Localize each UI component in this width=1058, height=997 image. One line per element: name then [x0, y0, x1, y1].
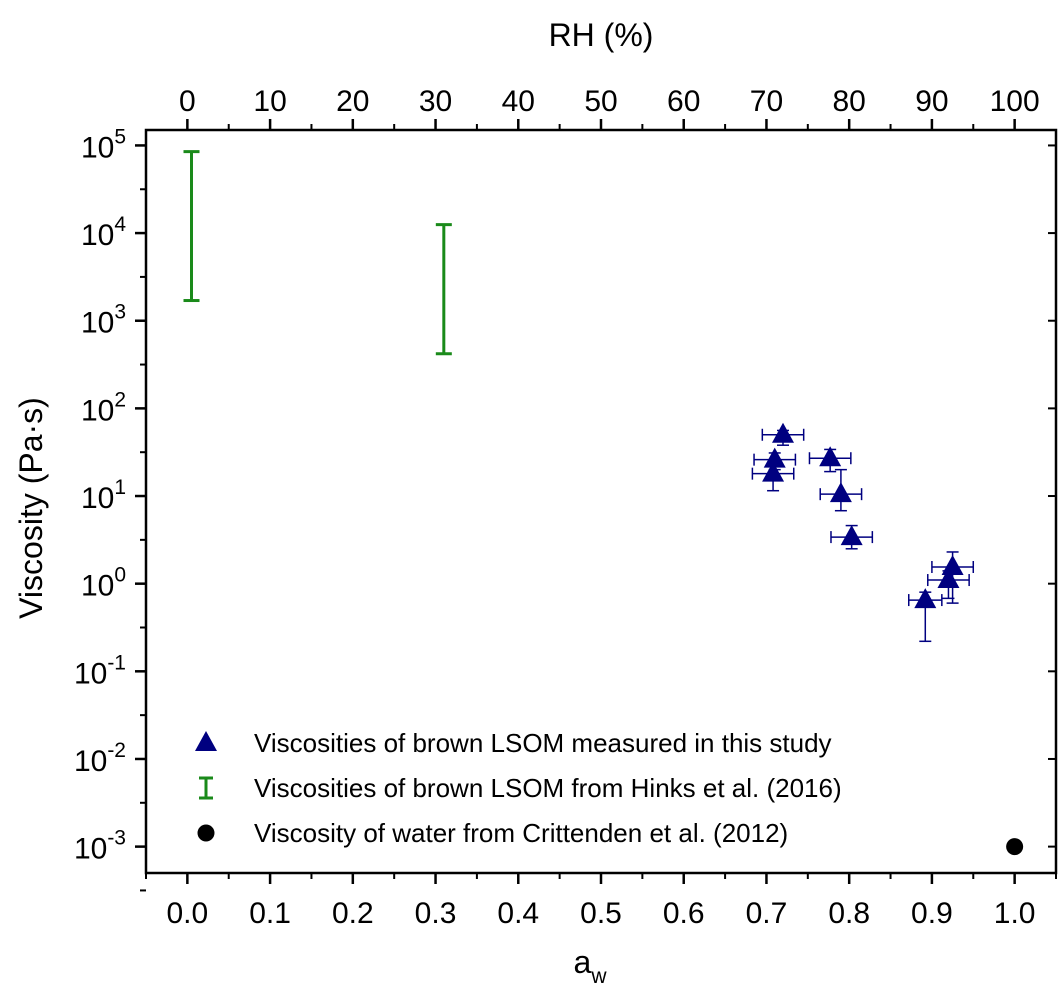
top-axis-title: RH (%) [549, 17, 654, 53]
x2-tick-label: 80 [832, 85, 865, 118]
bottom-axis-title-subscript: w [590, 965, 607, 988]
x2-tick-label: 20 [336, 85, 369, 118]
bottom-axis-title: aw [574, 944, 608, 988]
y-tick-base: 10 [74, 657, 107, 690]
x2-tick-label: 90 [915, 85, 948, 118]
y-tick-base: 10 [74, 745, 107, 778]
x-tick-label: 0.4 [497, 897, 539, 930]
x-tick-label: 0.0 [167, 897, 209, 930]
y-tick-label: 10-2 [74, 739, 126, 778]
water-point [1006, 838, 1024, 856]
x-tick-label: 0.8 [828, 897, 870, 930]
y-tick-label: 103 [81, 301, 126, 340]
legend-label: Viscosities of brown LSOM from Hinks et … [254, 773, 842, 803]
y-tick-label: 10-1 [74, 651, 126, 690]
right-y-axis [1048, 144, 1056, 848]
y-tick-base: 10 [81, 394, 114, 427]
y-tick-label: 101 [81, 476, 126, 515]
y-tick-label: 105 [81, 125, 126, 164]
legend-label: Viscosity of water from Crittenden et al… [254, 818, 788, 848]
y-tick-exponent: -3 [107, 827, 126, 850]
study-point [762, 461, 785, 482]
top-x-axis: 0 10 20 30 40 50 60 70 80 90 100 [179, 85, 1040, 130]
x2-tick-label: 10 [253, 85, 286, 118]
y-tick-base: 10 [81, 482, 114, 515]
x2-tick-label: 70 [750, 85, 783, 118]
x-tick-label: 0.2 [332, 897, 374, 930]
x2-tick-label: 60 [667, 85, 700, 118]
plot-frame [144, 128, 1058, 875]
y-tick-exponent: 1 [114, 476, 126, 499]
x-tick-label: 0.9 [911, 897, 953, 930]
x2-tick-label: 100 [990, 85, 1040, 118]
y-tick-label: 100 [81, 564, 126, 603]
y-tick-exponent: 3 [114, 301, 126, 324]
legend-label: Viscosities of brown LSOM measured in th… [254, 728, 832, 758]
y-tick-base: 10 [81, 570, 114, 603]
y-tick-base: 10 [81, 131, 114, 164]
y-tick-base: 10 [81, 307, 114, 340]
x-tick-label: 0.6 [663, 897, 705, 930]
study-point [819, 446, 842, 467]
left-axis-title: Viscosity (Pa·s) [13, 397, 49, 619]
study-point [937, 568, 960, 589]
study-point [941, 554, 964, 575]
x-tick-label: 1.0 [994, 897, 1036, 930]
x2-tick-label: 40 [502, 85, 535, 118]
y-tick-label: 10-3 [74, 827, 126, 866]
y-tick-base: 10 [81, 219, 114, 252]
y-tick-base: 10 [74, 833, 107, 866]
x-tick-label: 0.1 [249, 897, 291, 930]
study-point [840, 525, 863, 546]
y-tick-label: 102 [81, 388, 126, 427]
x-tick-label: 0.3 [415, 897, 457, 930]
y-tick-exponent: -2 [107, 739, 126, 762]
bottom-x-axis: 0.0 0.1 0.2 0.3 0.4 0.5 0.6 0.7 0.8 0.9 1.0 [145, 873, 1057, 930]
y-tick-exponent: 5 [114, 125, 126, 148]
legend-triangle-marker [195, 731, 217, 751]
study-point [763, 447, 786, 468]
x2-tick-label: 50 [584, 85, 617, 118]
y-tick-exponent: 0 [114, 564, 126, 587]
study-point [829, 482, 852, 503]
x2-tick-label: 0 [179, 85, 196, 118]
x-tick-label: 0.7 [746, 897, 788, 930]
legend-circle-marker [197, 824, 215, 842]
y-tick-exponent: 4 [114, 213, 126, 236]
x2-tick-label: 30 [419, 85, 452, 118]
study-point [772, 422, 794, 443]
bottom-axis-title-main: a [574, 944, 592, 980]
y-tick-label: 104 [81, 213, 126, 252]
x-tick-label: 0.5 [580, 897, 622, 930]
y-tick-exponent: 2 [114, 388, 126, 411]
legend: Viscosities of brown LSOM measured in th… [195, 728, 842, 848]
data-layer [183, 150, 1024, 856]
y-tick-exponent: -1 [107, 651, 126, 674]
study-point [914, 588, 937, 609]
